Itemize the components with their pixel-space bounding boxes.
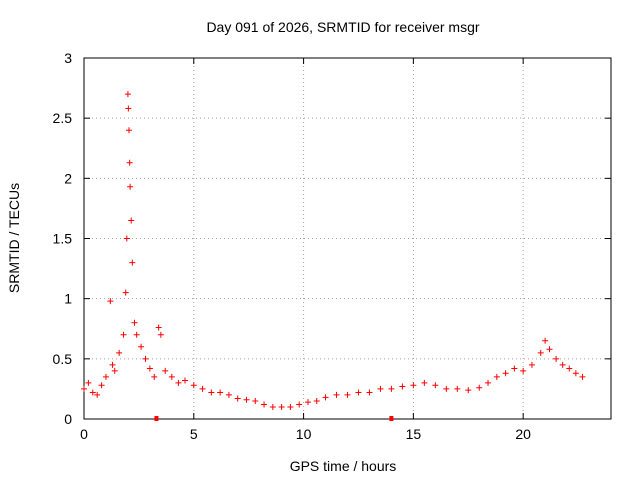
data-point [111,367,118,374]
data-point [377,385,384,392]
data-point [443,385,450,392]
data-point [125,105,132,112]
data-point [579,373,586,380]
data-point [553,355,560,362]
data-point [126,159,133,166]
data-point [261,401,268,408]
y-tick-label: 1.5 [53,231,73,247]
data-point [199,385,206,392]
data-point [234,395,241,402]
data-point [155,324,162,331]
data-point [546,346,553,353]
data-point [157,331,164,338]
data-point [432,382,439,389]
y-tick-label: 0 [64,411,72,427]
grid-layer [84,58,611,419]
data-point [485,379,492,386]
x-tick-label: 5 [190,426,198,442]
y-tick-label: 2 [64,170,72,186]
data-point [142,355,149,362]
chart-title: Day 091 of 2026, SRMTID for receiver msg… [206,19,479,35]
data-point [94,391,101,398]
data-point [572,370,579,377]
data-point [287,403,294,410]
data-point [208,389,215,396]
data-point [120,331,127,338]
data-point [537,349,544,356]
data-point [388,385,395,392]
data-point [123,235,130,242]
data-point [162,367,169,374]
x-tick-label: 20 [515,426,531,442]
data-point [333,391,340,398]
data-point [542,337,549,344]
data-point [225,391,232,398]
data-point [410,382,417,389]
x-axis-label: GPS time / hours [290,458,397,474]
data-point [559,361,566,368]
data-point [107,298,114,305]
points-layer [81,91,586,421]
data-point [116,349,123,356]
data-point [366,389,373,396]
y-tick-label: 1 [64,291,72,307]
x-tick-label: 10 [296,426,312,442]
data-point [355,389,362,396]
data-point [566,365,573,372]
data-point [243,396,250,403]
y-axis-label: SRMTID / TECUs [6,183,22,293]
data-point [89,389,96,396]
data-point [217,389,224,396]
data-point [476,384,483,391]
data-point [81,385,87,392]
data-point [127,183,134,190]
x-tick-label: 15 [406,426,422,442]
data-point [151,373,158,380]
data-point [85,379,92,386]
data-point [128,217,135,224]
x-tick-label: 0 [80,426,88,442]
data-point [146,365,153,372]
data-point [454,385,461,392]
data-point [502,370,509,377]
data-point [296,401,303,408]
data-point [124,91,131,98]
data-point [131,319,138,326]
data-point [465,387,472,394]
data-point [133,331,140,338]
data-point [528,361,535,368]
data-point [493,373,500,380]
axis-marker [154,416,159,421]
data-point [122,289,129,296]
data-point [520,367,527,374]
data-point [175,379,182,386]
data-point [98,382,105,389]
data-point [190,382,197,389]
data-point [313,397,320,404]
data-point [304,399,311,406]
data-point [109,361,116,368]
data-point [421,379,428,386]
data-point [269,403,276,410]
data-point [511,365,518,372]
data-point [129,259,136,266]
data-point [278,403,285,410]
data-point [399,383,406,390]
data-point [322,394,329,401]
data-point [168,373,175,380]
axis-marker [389,416,394,421]
y-tick-label: 3 [64,50,72,66]
data-point [102,373,109,380]
y-tick-label: 2.5 [53,110,73,126]
data-point [182,377,189,384]
data-point [344,391,351,398]
data-point [126,127,133,134]
y-tick-label: 0.5 [53,351,73,367]
tick-layer: 0 5 10 15 20 0 0.5 1 1.5 2 2.5 3 [53,50,611,442]
data-point [138,343,145,350]
data-point [252,397,259,404]
